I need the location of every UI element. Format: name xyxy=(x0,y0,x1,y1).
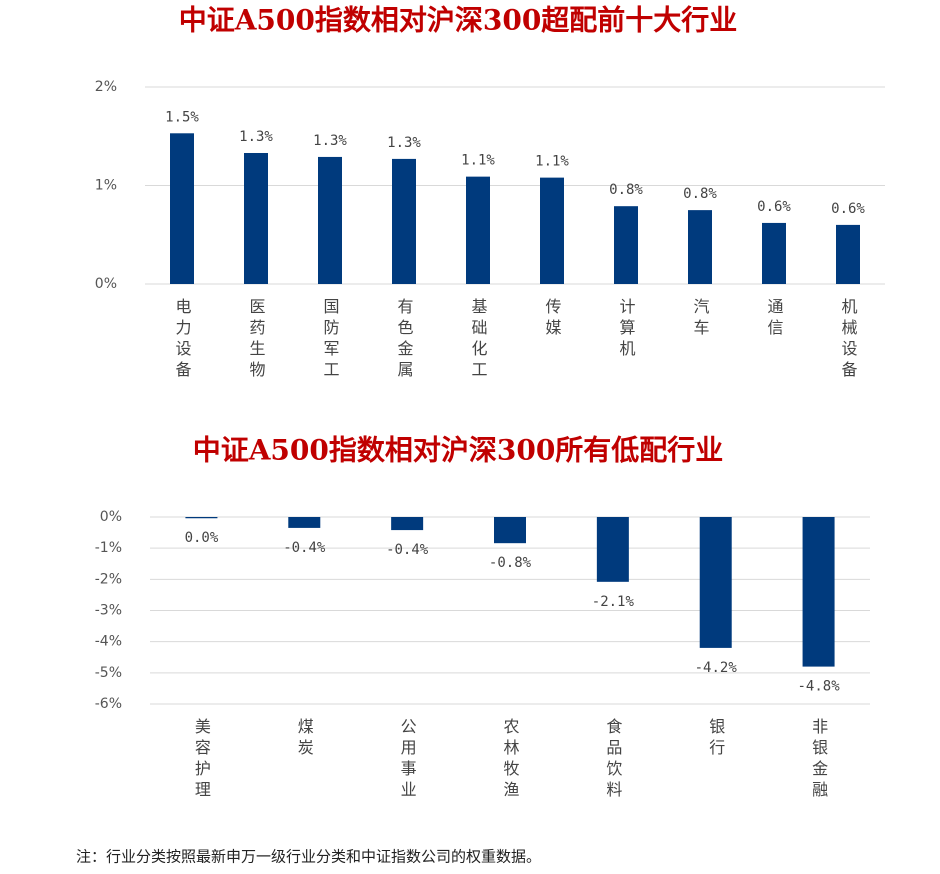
y-tick-label: 0% xyxy=(95,276,117,292)
x-tick-label: 传媒 xyxy=(543,298,562,340)
bar xyxy=(688,210,712,284)
y-tick-label: -3% xyxy=(95,603,122,619)
y-tick-label: 0% xyxy=(100,509,122,525)
bar xyxy=(391,517,424,531)
y-tick-label: -5% xyxy=(95,665,122,681)
x-tick-label: 煤炭 xyxy=(295,718,314,760)
value-label: -0.4% xyxy=(386,542,429,558)
value-label: 1.1% xyxy=(535,154,569,170)
value-label: 1.3% xyxy=(387,135,421,151)
bar xyxy=(466,176,490,284)
x-tick-label: 非银金融 xyxy=(809,718,828,802)
x-tick-label: 医药生物 xyxy=(247,298,266,382)
value-label: 0.6% xyxy=(831,201,865,217)
bar xyxy=(596,517,629,582)
bar xyxy=(494,517,526,544)
bar xyxy=(802,517,835,667)
y-tick-label: -2% xyxy=(95,571,122,587)
bar xyxy=(185,517,218,519)
value-label: -4.2% xyxy=(695,660,738,676)
x-tick-label: 机械设备 xyxy=(839,298,858,382)
y-tick-label: -6% xyxy=(95,696,122,712)
value-label: 1.1% xyxy=(461,153,495,169)
x-tick-label: 有色金属 xyxy=(395,298,414,382)
value-label: 0.8% xyxy=(609,182,643,198)
bar xyxy=(540,177,564,284)
value-label: 0.8% xyxy=(683,186,717,202)
x-tick-label: 银行 xyxy=(706,718,725,760)
bar xyxy=(288,517,321,528)
bar xyxy=(244,152,268,284)
bar xyxy=(836,224,860,284)
chart-title: 中证A500指数相对沪深300所有低配行业 xyxy=(193,434,724,467)
y-tick-label: 2% xyxy=(95,79,117,95)
x-tick-label: 汽车 xyxy=(691,298,710,340)
bar xyxy=(614,206,638,284)
value-label: -0.8% xyxy=(489,555,532,571)
x-tick-label: 基础化工 xyxy=(469,298,488,382)
bar xyxy=(699,517,732,648)
y-tick-label: -4% xyxy=(95,634,122,650)
bar xyxy=(170,133,194,284)
x-tick-label: 农林牧渔 xyxy=(501,718,520,802)
x-tick-label: 电力设备 xyxy=(173,298,192,382)
chart-title: 中证A500指数相对沪深300超配前十大行业 xyxy=(179,4,738,37)
value-label: 0.6% xyxy=(757,199,791,215)
bar xyxy=(392,158,416,284)
x-tick-label: 国防军工 xyxy=(321,298,340,382)
y-tick-label: -1% xyxy=(95,540,122,556)
x-tick-label: 食品饮料 xyxy=(603,718,622,802)
value-label: -2.1% xyxy=(592,594,635,610)
value-label: -4.8% xyxy=(797,679,840,695)
note: 注：行业分类按照最新申万一级行业分类和中证指数公司的权重数据。 xyxy=(76,848,541,866)
value-label: -0.4% xyxy=(283,540,326,556)
value-label: 1.5% xyxy=(165,109,199,125)
value-label: 1.3% xyxy=(239,129,273,145)
bar xyxy=(762,222,786,284)
y-tick-label: 1% xyxy=(95,178,117,194)
x-tick-label: 计算机 xyxy=(617,298,636,361)
value-label: 1.3% xyxy=(313,133,347,149)
x-tick-label: 通信 xyxy=(765,298,784,340)
x-tick-label: 公用事业 xyxy=(398,718,417,802)
x-tick-label: 美容护理 xyxy=(192,718,211,802)
bar xyxy=(318,156,342,284)
value-label: 0.0% xyxy=(185,530,219,546)
